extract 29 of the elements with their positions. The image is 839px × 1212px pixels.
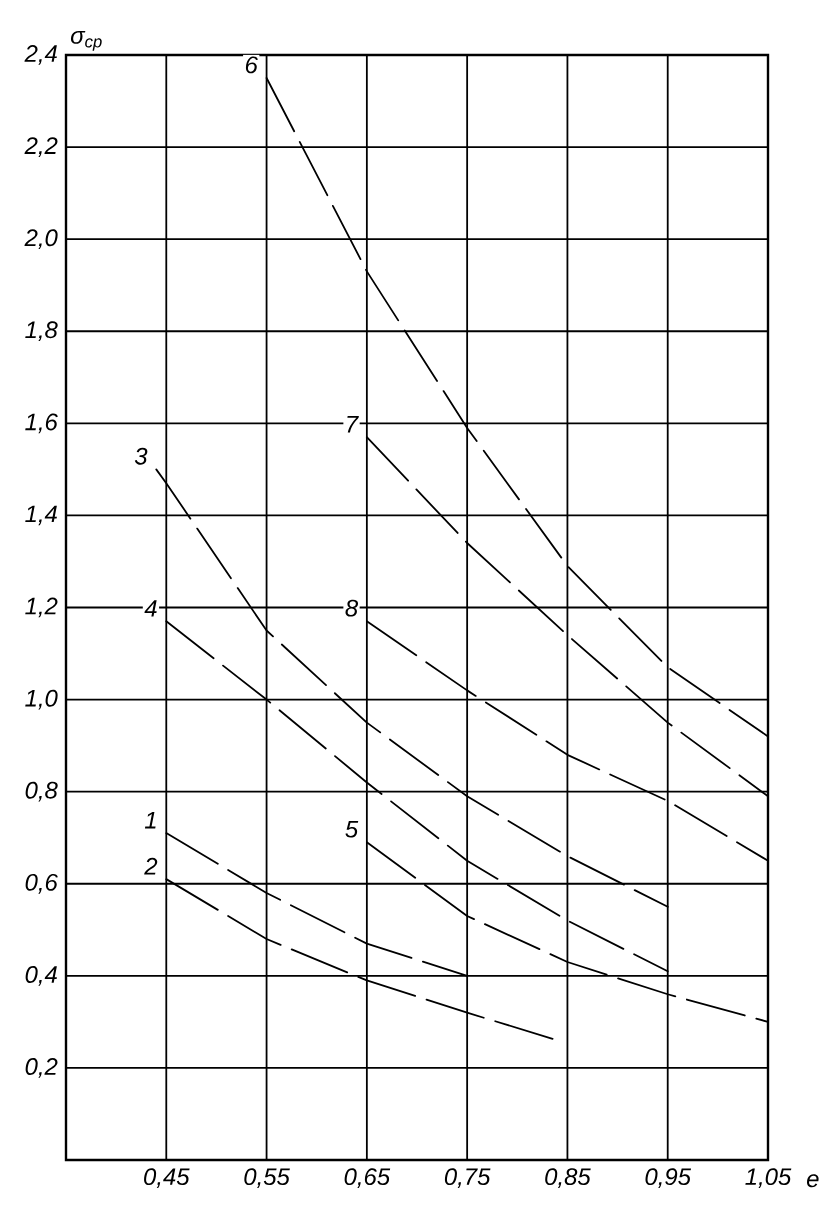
- y-tick-label: 0,4: [25, 965, 57, 986]
- y-tick-label: 2,2: [24, 137, 58, 157]
- x-tick-label: 0,75: [444, 1168, 491, 1188]
- y-tick-label: 0,6: [25, 873, 58, 894]
- x-tick-label: 0,45: [144, 1168, 190, 1188]
- y-tick-label: 2,0: [24, 229, 58, 250]
- y-tick-label: 1,2: [25, 597, 58, 618]
- y-tick-label: 1,4: [25, 505, 57, 526]
- series-label: 8: [345, 599, 359, 617]
- y-tick-label: 0,2: [25, 1058, 58, 1078]
- series-label: 2: [144, 857, 158, 875]
- y-tick-label: 0,8: [25, 781, 58, 802]
- y-tick-label: 2,4: [24, 45, 57, 65]
- series-label: 6: [245, 56, 258, 74]
- series-label: 7: [347, 415, 359, 433]
- series-label: 3: [134, 447, 148, 465]
- series-label: 1: [144, 811, 156, 829]
- y-tick-label: 1,8: [25, 321, 58, 342]
- x-tick-label: 0,55: [244, 1168, 290, 1188]
- x-axis-title: e: [806, 1174, 819, 1188]
- x-tick-label: 0,65: [344, 1168, 391, 1188]
- x-tick-label: 0,95: [645, 1168, 692, 1188]
- series-label: 5: [345, 820, 359, 838]
- y-tick-label: 1,0: [25, 689, 58, 710]
- x-tick-label: 1,05: [745, 1168, 792, 1188]
- y-tick-label: 1,6: [25, 413, 58, 434]
- series-label: 4: [144, 600, 157, 617]
- x-tick-label: 0,85: [545, 1168, 591, 1188]
- y-axis-title: σ$_{ср}$: [70, 31, 102, 51]
